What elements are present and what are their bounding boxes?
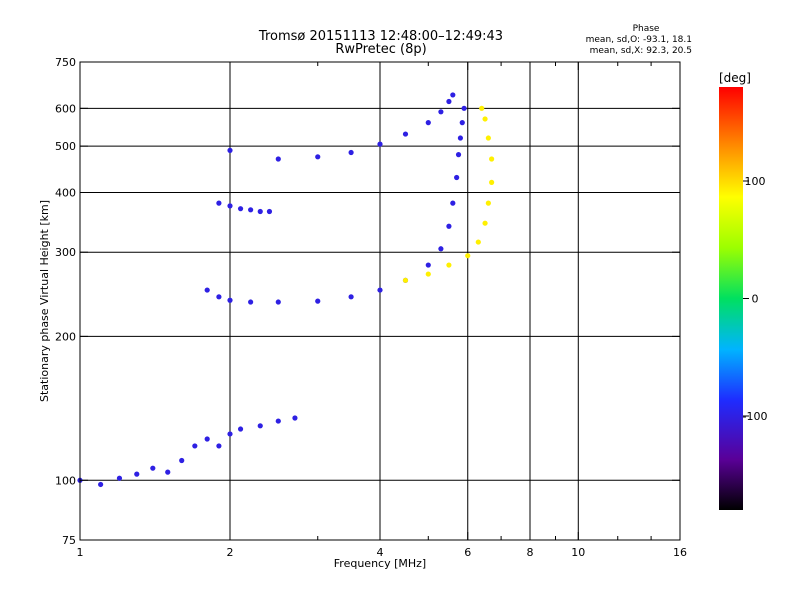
colorbar-gradient <box>719 87 743 510</box>
data-point <box>461 105 467 111</box>
y-tick-label: 500 <box>55 140 76 153</box>
data-point <box>275 299 281 305</box>
data-point <box>165 469 171 475</box>
data-point <box>275 418 281 424</box>
data-point <box>204 287 210 293</box>
data-point <box>485 135 491 141</box>
data-point <box>438 109 444 115</box>
data-point <box>227 297 233 303</box>
data-point <box>227 147 233 153</box>
data-point <box>98 481 104 488</box>
grid <box>80 62 680 540</box>
x-tick-label: 6 <box>464 546 471 559</box>
data-point <box>315 298 321 304</box>
x-tick-label: 8 <box>527 546 534 559</box>
y-axis-label: Stationary phase Virtual Height [km] <box>38 200 51 402</box>
data-point <box>266 208 273 215</box>
data-point <box>227 431 233 437</box>
data-point <box>257 423 263 429</box>
data-point <box>450 92 456 98</box>
data-point <box>482 220 488 226</box>
colorbar: [deg] 100 0 -100 <box>719 71 767 510</box>
data-point <box>446 223 452 229</box>
data-point <box>134 471 140 477</box>
colorbar-ticks: 100 0 -100 <box>743 175 768 423</box>
phase-stats-x: mean, sd,X: 92.3, 20.5 <box>590 46 692 56</box>
data-point <box>292 415 298 421</box>
data-point <box>348 149 354 156</box>
data-point <box>479 105 485 111</box>
data-point <box>216 294 222 300</box>
data-point <box>457 135 464 141</box>
data-point <box>257 208 263 215</box>
x-tick-label: 10 <box>571 546 585 559</box>
data-point <box>425 271 431 277</box>
data-point <box>455 152 462 158</box>
y-tick-labels: 75 100 200 300 400 500 600 750 <box>55 56 76 547</box>
data-point <box>450 200 456 206</box>
y-tick-label: 300 <box>55 246 76 259</box>
colorbar-tick-label: 100 <box>745 175 766 188</box>
data-point <box>216 200 222 206</box>
x-tick-label: 16 <box>673 546 687 559</box>
data-point <box>179 457 185 464</box>
data-point <box>446 262 452 268</box>
y-tick-label: 600 <box>55 102 76 115</box>
colorbar-label: [deg] <box>719 71 751 85</box>
data-point <box>402 131 409 137</box>
data-point <box>446 98 452 105</box>
data-point <box>275 156 281 162</box>
y-tick-label: 100 <box>55 474 76 487</box>
data-point <box>402 277 409 283</box>
data-point <box>377 287 383 293</box>
x-tick-label: 1 <box>77 546 84 559</box>
data-point <box>150 465 156 471</box>
phase-stats-title: Phase <box>633 24 660 34</box>
data-point <box>459 120 465 126</box>
y-tick-label: 400 <box>55 186 76 199</box>
y-tick-label: 200 <box>55 330 76 343</box>
phase-stats-o: mean, sd,O: -93.1, 18.1 <box>586 35 692 45</box>
data-points <box>77 92 495 488</box>
data-point <box>248 299 254 305</box>
data-point <box>237 426 244 432</box>
data-point <box>377 141 383 147</box>
data-point <box>489 156 495 162</box>
plot-area: 1 2 4 6 8 10 16 75 100 200 300 400 500 600 750 <box>55 56 687 559</box>
data-point <box>485 200 491 206</box>
colorbar-tick-label: -100 <box>743 410 768 423</box>
data-point <box>204 436 210 442</box>
data-point <box>454 174 460 181</box>
chart-title: Tromsø 20151113 12:48:00–12:49:43 <box>258 29 503 44</box>
data-point <box>425 120 431 126</box>
data-point <box>465 253 471 259</box>
data-point <box>438 246 444 252</box>
data-point <box>216 443 222 449</box>
data-point <box>227 203 233 209</box>
data-point <box>482 116 488 122</box>
x-axis-label: Frequency [MHz] <box>334 557 426 570</box>
data-point <box>425 262 431 268</box>
data-point <box>489 179 495 185</box>
data-point <box>315 154 321 160</box>
x-tick-label: 4 <box>377 546 384 559</box>
y-tick-label: 750 <box>55 56 76 69</box>
data-point <box>192 443 198 449</box>
data-point <box>348 294 354 300</box>
axis-ticks <box>79 61 681 541</box>
data-point <box>248 207 254 213</box>
data-point <box>237 206 244 212</box>
y-tick-label: 75 <box>62 534 76 547</box>
data-point <box>116 475 123 481</box>
colorbar-tick-label: 0 <box>752 293 759 306</box>
chart-subtitle: RwPretec (8p) <box>335 42 426 57</box>
x-tick-label: 2 <box>227 546 234 559</box>
x-tick-labels: 1 2 4 6 8 10 16 <box>77 546 688 559</box>
data-point <box>475 239 481 245</box>
